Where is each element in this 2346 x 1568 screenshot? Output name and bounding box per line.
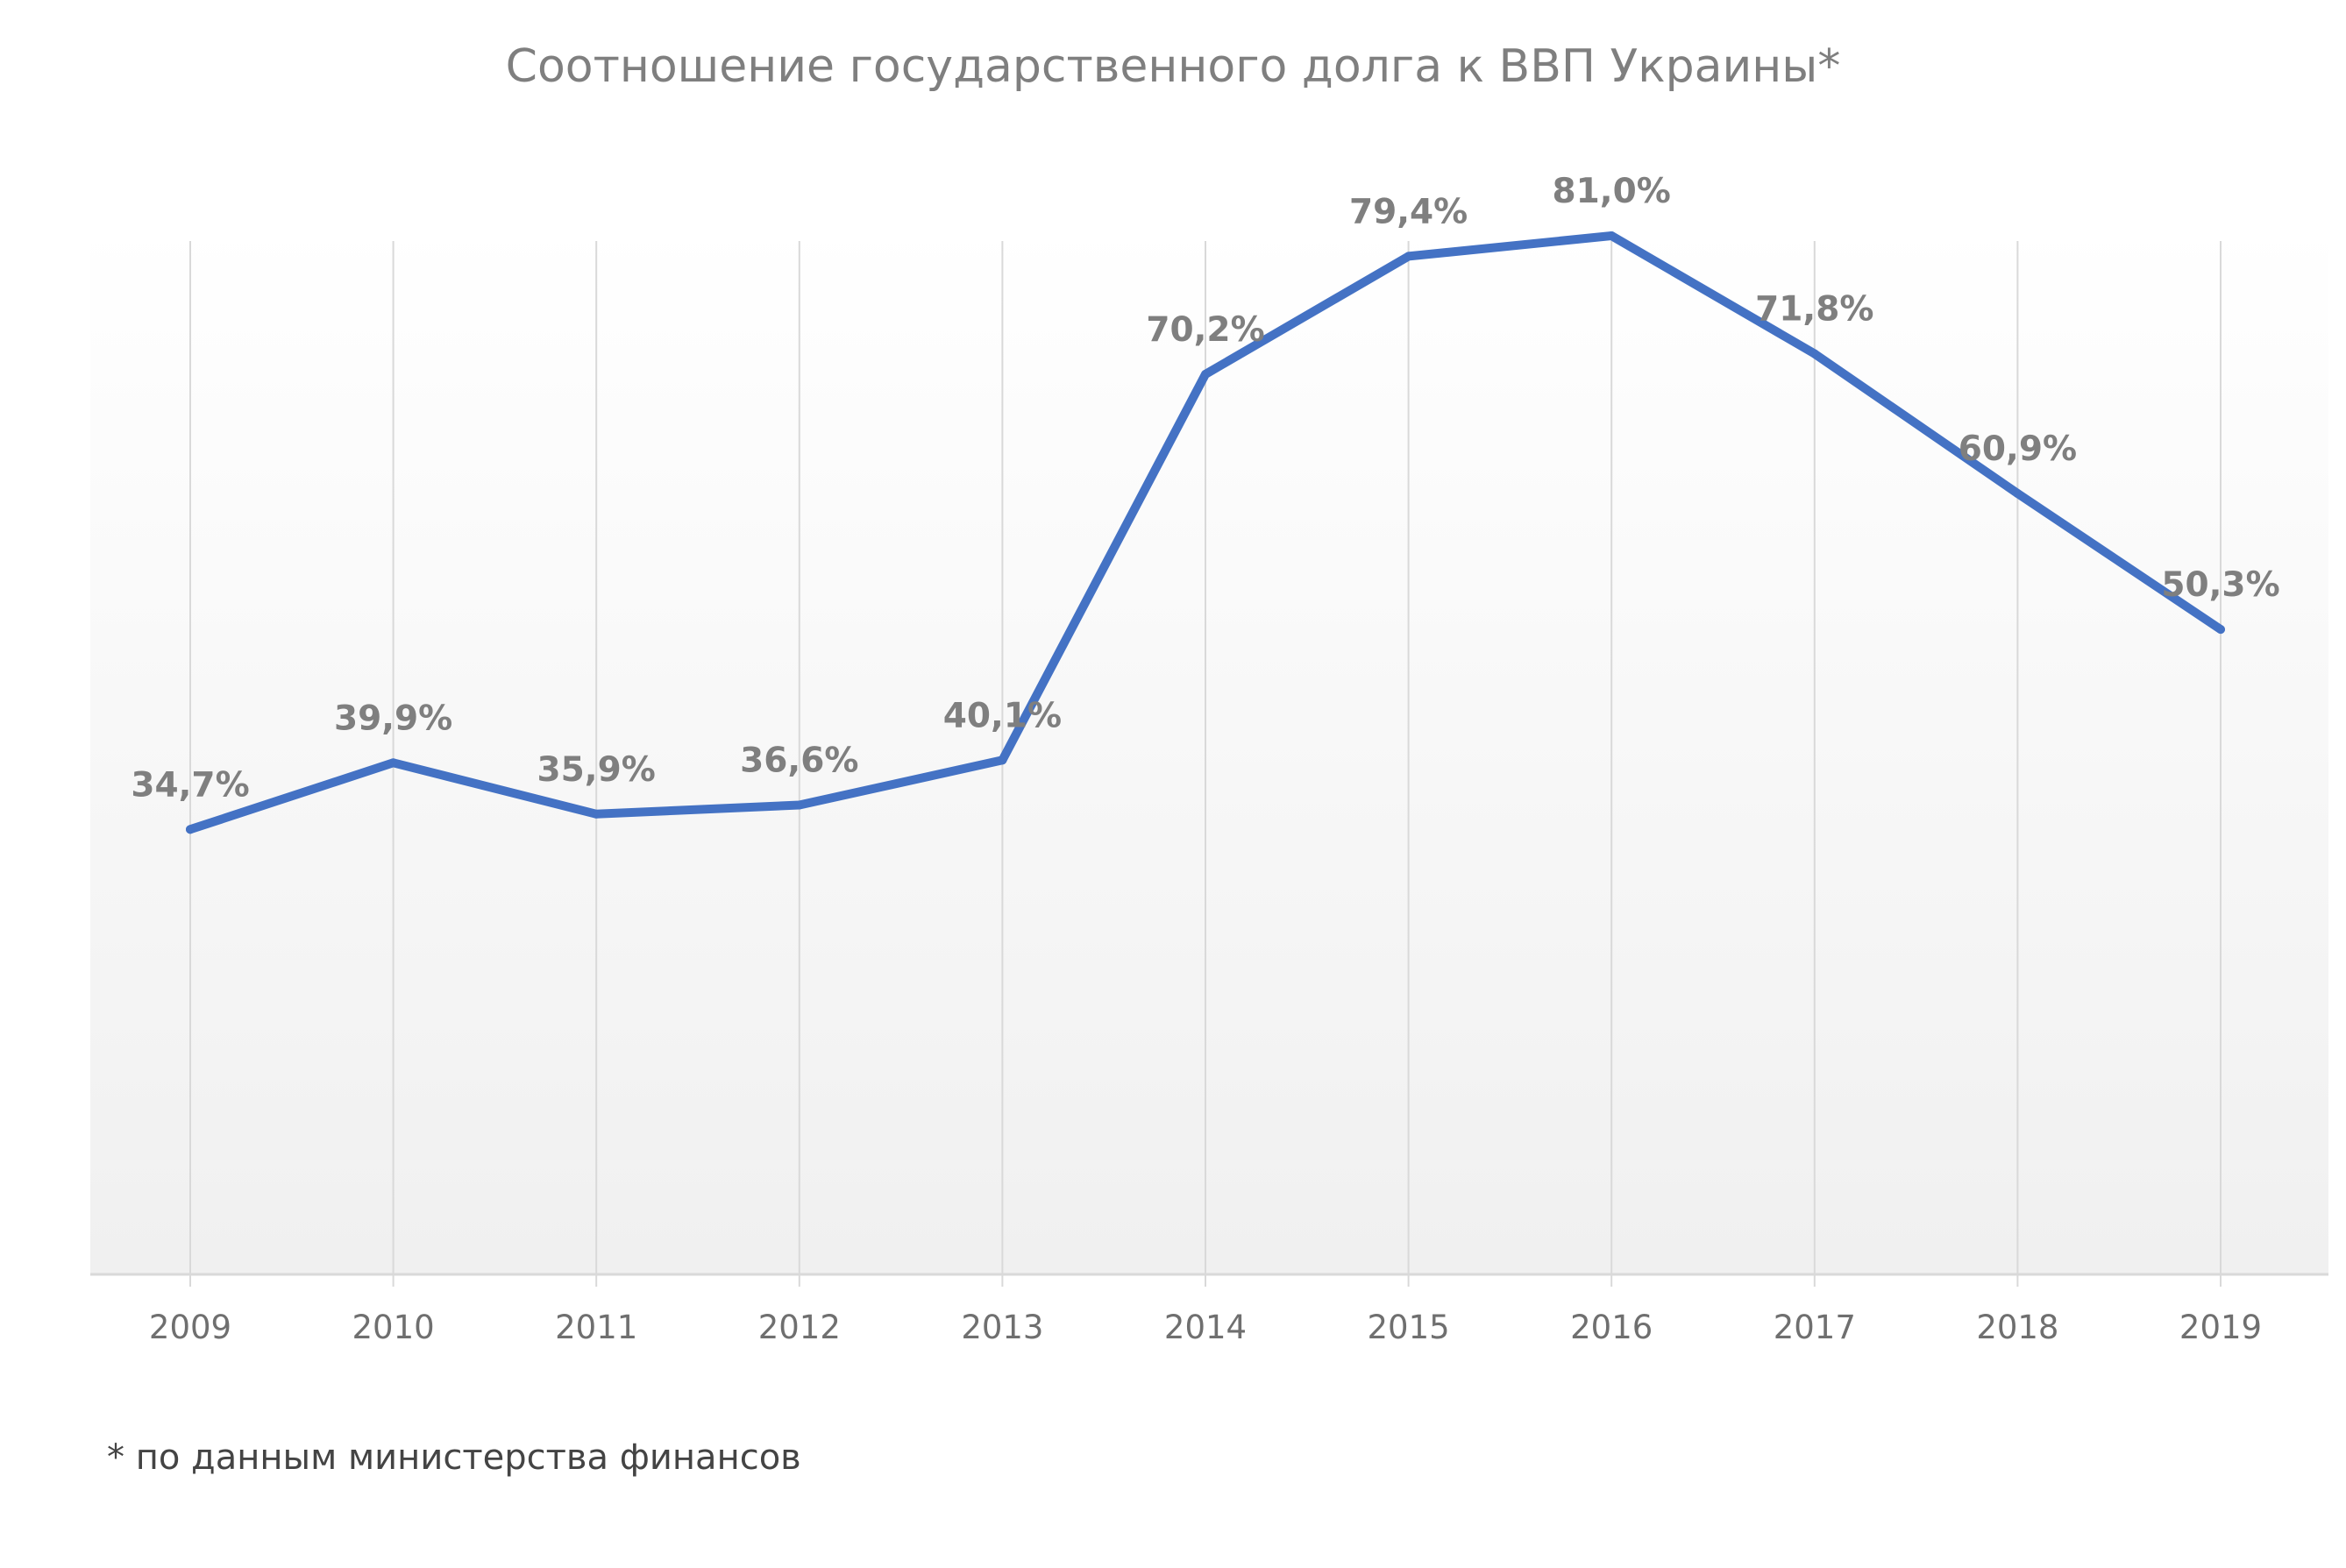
data-point-2010 [388, 758, 398, 768]
data-label-2017: 71,8% [1755, 290, 1873, 330]
x-tick-label-2011: 2011 [555, 1309, 637, 1346]
data-point-2019 [2216, 625, 2225, 635]
data-point-2015 [1404, 252, 1413, 261]
data-label-2015: 79,4% [1349, 192, 1468, 231]
data-point-2011 [592, 809, 601, 819]
data-label-2010: 39,9% [334, 699, 452, 738]
x-tick-labels: 2009 2010 2011 2012 2013 2014 2015 2016 2017 2018… [149, 1274, 2262, 1346]
data-point-2014 [1201, 369, 1210, 379]
data-label-2011: 35,9% [537, 750, 656, 790]
x-tick-label-2018: 2018 [1976, 1309, 2058, 1346]
x-tick-label-2010: 2010 [352, 1309, 435, 1346]
x-tick-label-2013: 2013 [961, 1309, 1043, 1346]
data-labels: 34,7% 39,9% 35,9% 36,6% 40,1% 70,2% 79,4% 81,0%… [131, 172, 2279, 805]
x-tick-label-2016: 2016 [1570, 1309, 1653, 1346]
data-label-2016: 81,0% [1553, 172, 1671, 211]
data-label-2013: 40,1% [943, 696, 1062, 735]
series-layer [186, 231, 2225, 834]
x-tick-label-2017: 2017 [1774, 1309, 1856, 1346]
footnote: * по данным министерства финансов [107, 1437, 801, 1478]
data-point-2012 [794, 800, 804, 810]
x-tick-label-2014: 2014 [1164, 1309, 1247, 1346]
data-point-2017 [1809, 349, 1819, 358]
data-point-2018 [2013, 489, 2023, 499]
plot-area [90, 223, 2328, 1274]
x-tick-label-2019: 2019 [2179, 1309, 2262, 1346]
x-tick-label-2015: 2015 [1368, 1309, 1450, 1346]
data-point-2013 [998, 756, 1007, 765]
data-label-2014: 70,2% [1146, 310, 1264, 350]
data-point-2016 [1607, 231, 1617, 240]
data-label-2018: 60,9% [1959, 429, 2077, 469]
data-label-2019: 50,3% [2161, 565, 2279, 605]
chart-title: Соотношение государственного долга к ВВП… [506, 40, 1841, 93]
x-tick-label-2009: 2009 [149, 1309, 231, 1346]
data-label-2009: 34,7% [131, 765, 249, 805]
x-tick-label-2012: 2012 [758, 1309, 841, 1346]
data-label-2012: 36,6% [740, 741, 858, 781]
data-point-2009 [186, 825, 195, 834]
